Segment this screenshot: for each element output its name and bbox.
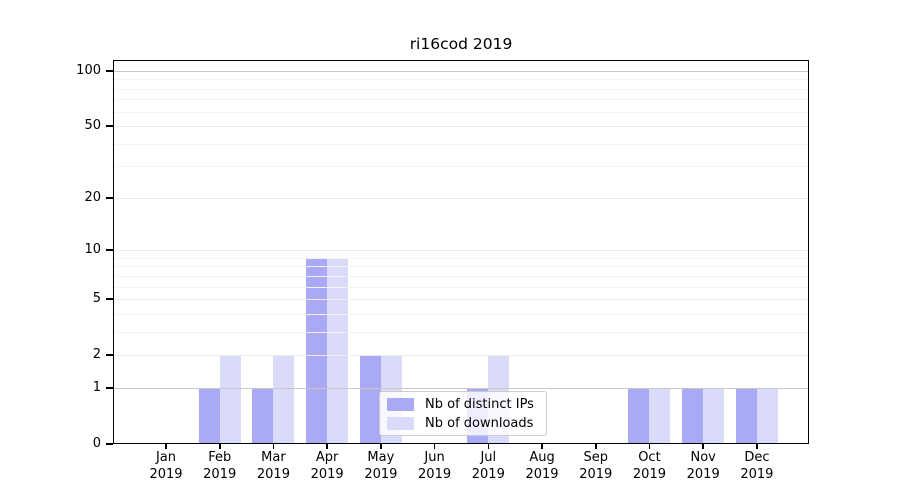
y-tick-label-1: 1 xyxy=(92,379,101,395)
legend-item-downloads: Nb of downloads xyxy=(387,416,539,431)
gridline-minor-30 xyxy=(113,166,809,168)
x-tick-label-jun: Jun 2019 xyxy=(418,450,452,482)
plot-area: Nb of distinct IPs Nb of downloads xyxy=(113,60,809,444)
x-tick-label-feb: Feb 2019 xyxy=(203,450,237,482)
gridline-minor-4 xyxy=(113,313,809,315)
y-tick-label-2: 2 xyxy=(92,347,101,363)
x-tick-label-dec: Dec 2019 xyxy=(740,450,774,482)
y-tick-mark-1 xyxy=(106,387,113,389)
y-tick-mark-50 xyxy=(106,125,113,128)
x-tick-label-mar: Mar 2019 xyxy=(256,450,290,482)
x-tick-label-jan: Jan 2019 xyxy=(149,450,183,482)
x-tick-mark-jul xyxy=(487,444,490,449)
bar-downloads-dec xyxy=(756,387,778,444)
x-tick-label-jul: Jul 2019 xyxy=(471,450,505,482)
gridline-minor-80 xyxy=(113,88,809,90)
bar-distinct-ips-nov xyxy=(682,387,704,444)
bar-distinct-ips-mar xyxy=(252,387,274,444)
gridline-minor-9 xyxy=(113,257,809,259)
x-tick-label-nov: Nov 2019 xyxy=(686,450,720,482)
y-tick-label-50: 50 xyxy=(84,118,101,134)
y-tick-label-0: 0 xyxy=(92,436,101,451)
x-tick-mark-may xyxy=(380,444,382,449)
bar-downloads-mar xyxy=(273,355,295,444)
gridline-minor-40 xyxy=(113,143,809,145)
gridline-minor-90 xyxy=(113,79,809,81)
bar-downloads-oct xyxy=(649,387,671,444)
x-tick-label-apr: Apr 2019 xyxy=(310,450,344,482)
legend-label-distinct-ips: Nb of distinct IPs xyxy=(425,396,534,412)
x-tick-mark-sep xyxy=(594,444,597,449)
bar-distinct-ips-may xyxy=(359,355,381,444)
x-tick-label-aug: Aug 2019 xyxy=(525,450,559,482)
y-tick-label-5: 5 xyxy=(92,291,101,307)
gridline-minor-3 xyxy=(113,331,809,333)
x-tick-mark-apr xyxy=(326,444,328,449)
bar-downloads-feb xyxy=(219,355,241,444)
x-tick-mark-nov xyxy=(702,444,704,449)
gridline-major-10 xyxy=(113,250,809,252)
x-tick-mark-dec xyxy=(756,444,758,449)
y-tick-mark-2 xyxy=(106,354,113,356)
y-tick-mark-100 xyxy=(106,70,113,72)
gridline-strong-1 xyxy=(113,387,809,389)
y-tick-label-10: 10 xyxy=(84,242,101,258)
x-tick-mark-feb xyxy=(218,444,221,449)
gridline-major-2 xyxy=(113,355,809,357)
gridline-major-50 xyxy=(113,126,809,128)
bar-distinct-ips-dec xyxy=(735,387,757,444)
gridline-minor-70 xyxy=(113,99,809,101)
legend-swatch-downloads xyxy=(387,416,414,430)
y-tick-label-20: 20 xyxy=(84,189,101,205)
chart-title: ri16cod 2019 xyxy=(409,35,513,53)
y-tick-mark-20 xyxy=(106,197,113,199)
x-tick-mark-oct xyxy=(648,444,651,449)
gridline-major-5 xyxy=(113,299,809,301)
x-tick-mark-jun xyxy=(433,444,436,449)
gridline-minor-7 xyxy=(113,275,809,277)
x-tick-mark-mar xyxy=(272,444,275,449)
plot-frame xyxy=(113,60,809,444)
bar-downloads-apr xyxy=(327,257,349,444)
bar-downloads-nov xyxy=(703,387,725,444)
x-tick-label-sep: Sep 2019 xyxy=(579,450,613,482)
gridline-minor-6 xyxy=(113,286,809,288)
y-tick-mark-0 xyxy=(106,443,113,445)
x-tick-mark-aug xyxy=(541,444,543,449)
bar-distinct-ips-oct xyxy=(628,387,650,444)
y-tick-label-100: 100 xyxy=(76,63,101,78)
legend-label-downloads: Nb of downloads xyxy=(425,415,534,431)
x-tick-label-may: May 2019 xyxy=(364,450,398,482)
legend-item-distinct-ips: Nb of distinct IPs xyxy=(387,397,539,412)
legend-swatch-distinct-ips xyxy=(387,397,414,411)
gridline-minor-60 xyxy=(113,111,809,113)
x-tick-mark-jan xyxy=(165,444,167,449)
legend: Nb of distinct IPs Nb of downloads xyxy=(379,391,547,436)
x-tick-label-oct: Oct 2019 xyxy=(632,450,666,482)
gridline-strong-100 xyxy=(113,71,809,72)
gridline-major-20 xyxy=(113,197,809,199)
y-tick-mark-10 xyxy=(106,249,113,251)
y-tick-mark-5 xyxy=(106,298,113,300)
bar-distinct-ips-feb xyxy=(198,387,220,444)
gridline-minor-8 xyxy=(113,266,809,268)
bar-distinct-ips-apr xyxy=(306,257,328,444)
